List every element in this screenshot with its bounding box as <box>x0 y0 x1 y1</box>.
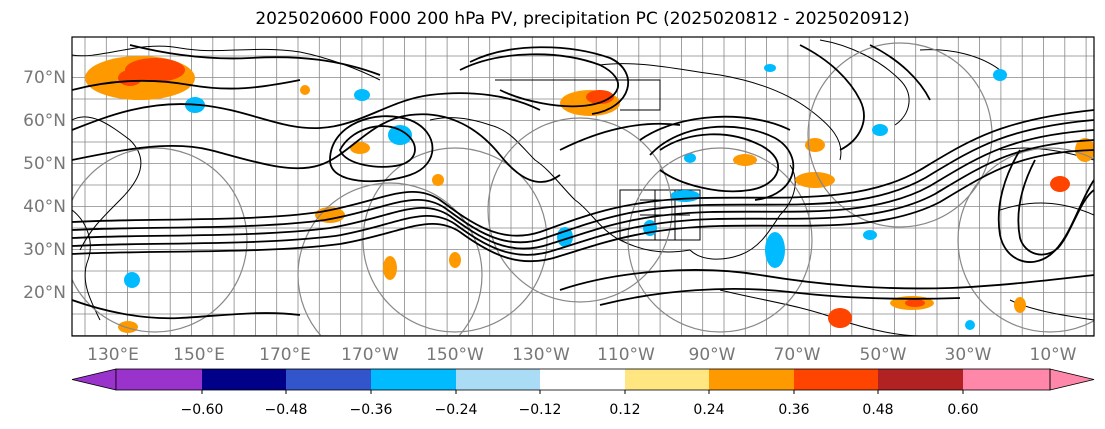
colorbar-tick-label: 0.24 <box>693 402 724 418</box>
lat-label: 40°N <box>23 197 66 217</box>
colorbar-tick-label: −0.36 <box>350 402 393 418</box>
lat-label: 70°N <box>23 68 66 88</box>
lon-label: 150°W <box>426 345 484 365</box>
lon-label: 170°E <box>259 345 311 365</box>
lon-label: 130°E <box>87 345 139 365</box>
lon-label: 70°W <box>774 345 821 365</box>
map-frame <box>71 36 1095 337</box>
colorbar-segment <box>116 369 202 390</box>
colorbar-tick-label: −0.48 <box>265 402 308 418</box>
lon-label: 50°W <box>860 345 907 365</box>
colorbar-segment <box>456 369 540 390</box>
lon-label: 90°W <box>689 345 736 365</box>
colorbar-segment <box>625 369 709 390</box>
colorbar-tick-label: 0.48 <box>862 402 893 418</box>
colorbar-segments <box>71 368 1095 394</box>
colorbar-segment <box>709 369 794 390</box>
pv-contours <box>72 44 1094 320</box>
colorbar-tick-label: −0.12 <box>519 402 562 418</box>
colorbar-ticks: −0.60 −0.48 −0.36 −0.24 −0.12 0.12 0.24 … <box>181 402 979 418</box>
reference-circles <box>72 42 1094 336</box>
colorbar-segment <box>794 369 878 390</box>
colorbar-outline <box>115 368 1051 391</box>
colorbar-segment <box>540 369 625 390</box>
lat-label: 20°N <box>23 283 66 303</box>
colorbar-segment <box>878 369 963 390</box>
map-title: 2025020600 F000 200 hPa PV, precipitatio… <box>255 9 910 29</box>
lon-label: 130°W <box>512 345 570 365</box>
lat-label: 30°N <box>23 240 66 260</box>
colorbar-tick-label: 0.36 <box>778 402 809 418</box>
colorbar-segment <box>202 369 286 390</box>
colorbar-tick-label: 0.12 <box>609 402 640 418</box>
lon-label: 170°W <box>341 345 399 365</box>
colorbar-segment <box>371 369 456 390</box>
lat-label: 60°N <box>23 111 66 131</box>
lon-label: 10°W <box>1030 345 1077 365</box>
lon-label: 30°W <box>945 345 992 365</box>
colorbar-segment <box>286 369 371 390</box>
colorbar-tick-label: 0.60 <box>947 402 978 418</box>
colorbar-segment <box>963 369 1050 390</box>
lat-axis: 70°N 60°N 50°N 40°N 30°N 20°N <box>23 68 66 303</box>
colorbar-tick-label: −0.60 <box>181 402 224 418</box>
colorbar-extend-low <box>71 368 117 391</box>
lon-axis: 130°E 150°E 170°E 170°W 150°W 130°W 110°… <box>87 345 1077 365</box>
colorbar-tick-label: −0.24 <box>435 402 478 418</box>
lon-label: 110°W <box>597 345 655 365</box>
colorbar-extend-high <box>1049 368 1095 391</box>
lat-label: 50°N <box>23 154 66 174</box>
lon-label: 150°E <box>173 345 225 365</box>
